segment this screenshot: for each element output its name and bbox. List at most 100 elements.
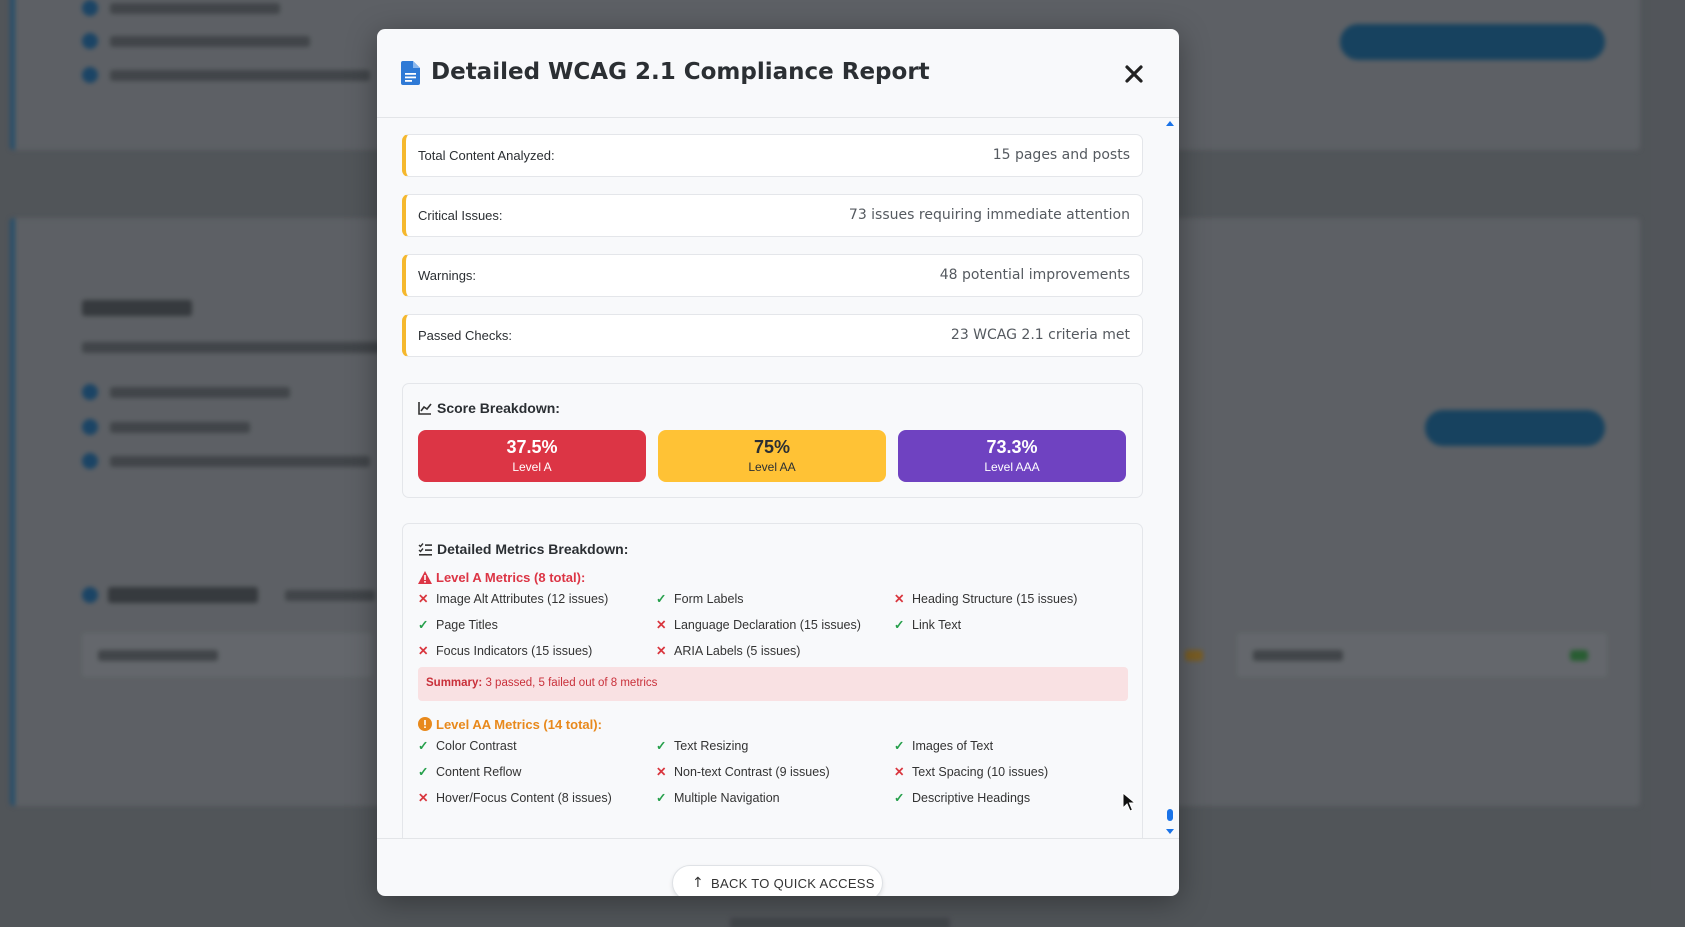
stat-passed-checks: Passed Checks: 23 WCAG 2.1 criteria met: [402, 314, 1143, 357]
metric-item: ✓ Multiple Navigation: [656, 790, 780, 805]
bg-line: [98, 650, 218, 661]
stat-label: Critical Issues:: [418, 208, 503, 223]
bg-line: [1185, 650, 1203, 661]
metrics-breakdown-panel: Detailed Metrics Breakdown: Level A Metr…: [402, 523, 1143, 838]
bg-line: [1570, 650, 1588, 661]
check-icon: ✓: [656, 592, 667, 606]
warning-triangle-icon: [418, 571, 432, 584]
metric-label: Language Declaration (15 issues): [674, 618, 861, 632]
score-label: Level AAA: [984, 460, 1040, 474]
bg-title: [108, 587, 258, 603]
metric-item: ✕ Language Declaration (15 issues): [656, 617, 861, 632]
check-icon: ✓: [656, 739, 667, 753]
level-a-heading: Level A Metrics (8 total):: [436, 570, 586, 585]
bg-line: [110, 70, 370, 81]
metric-item: ✕ Text Spacing (10 issues): [894, 764, 1048, 779]
score-value: 37.5%: [506, 437, 558, 457]
fail-icon: ✕: [656, 618, 667, 632]
bg-line: [110, 36, 310, 47]
document-icon: [401, 61, 420, 85]
score-level-aa: 75% Level AA: [658, 430, 886, 482]
score-label: Level A: [512, 460, 552, 474]
bg-line: [82, 342, 382, 353]
bg-line: [110, 387, 290, 398]
bg-button: [1425, 410, 1605, 446]
bg-line: [110, 422, 250, 433]
metric-label: Page Titles: [436, 618, 498, 632]
bg-dot: [82, 453, 98, 469]
bg-dot: [82, 33, 98, 49]
score-label: Level AA: [748, 460, 796, 474]
bg-dot: [82, 419, 98, 435]
scrollbar-thumb[interactable]: [1167, 809, 1173, 821]
fail-icon: ✕: [656, 644, 667, 658]
check-icon: ✓: [656, 791, 667, 805]
arrow-up-icon: ↑: [692, 875, 704, 891]
metric-label: Focus Indicators (15 issues): [436, 644, 593, 658]
summary-label: Summary:: [426, 677, 483, 689]
fail-icon: ✕: [894, 592, 905, 606]
check-icon: ✓: [418, 618, 429, 632]
stat-label: Warnings:: [418, 268, 477, 283]
bg-dot: [82, 384, 98, 400]
score-breakdown-panel: Score Breakdown: 37.5% Level A 75% Level…: [402, 383, 1143, 498]
metric-item: ✓ Page Titles: [418, 617, 498, 632]
metric-label: Images of Text: [912, 739, 994, 753]
metric-label: Hover/Focus Content (8 issues): [436, 791, 612, 805]
bg-line: [285, 590, 375, 601]
compliance-report-modal: Detailed WCAG 2.1 Compliance Report Tota…: [377, 29, 1179, 896]
back-to-quick-access-button[interactable]: ↑ BACK TO QUICK ACCESS: [672, 865, 883, 896]
metric-label: Color Contrast: [436, 739, 517, 753]
level-a-summary: Summary: 3 passed, 5 failed out of 8 met…: [418, 667, 1128, 701]
check-icon: ✓: [894, 739, 905, 753]
fail-icon: ✕: [656, 765, 667, 779]
score-level-aaa: 73.3% Level AAA: [898, 430, 1126, 482]
score-level-a: 37.5% Level A: [418, 430, 646, 482]
bg-button: [1340, 24, 1605, 60]
bg-line: [1253, 650, 1343, 661]
metric-label: Multiple Navigation: [674, 791, 780, 805]
metric-label: Link Text: [912, 618, 962, 632]
stat-warnings: Warnings: 48 potential improvements: [402, 254, 1143, 297]
metric-item: ✕ Heading Structure (15 issues): [894, 591, 1077, 606]
modal-scrollbar[interactable]: [1164, 119, 1176, 838]
stat-value: 15 pages and posts: [992, 147, 1130, 163]
metric-item: ✓ Images of Text: [894, 738, 993, 753]
bg-dot: [82, 0, 98, 16]
scroll-down-arrow-icon[interactable]: [1166, 829, 1174, 834]
stat-value: 73 issues requiring immediate attention: [848, 207, 1130, 223]
metric-label: Content Reflow: [436, 765, 522, 779]
stat-total-content: Total Content Analyzed: 15 pages and pos…: [402, 134, 1143, 177]
summary-value: 3 passed, 5 failed out of 8 metrics: [485, 677, 658, 689]
check-icon: ✓: [894, 618, 905, 632]
list-check-icon: [418, 543, 432, 556]
metric-item: ✓ Color Contrast: [418, 738, 517, 753]
chart-line-icon: [418, 402, 432, 415]
check-icon: ✓: [418, 739, 429, 753]
fail-icon: ✕: [418, 592, 429, 606]
score-breakdown-title: Score Breakdown:: [437, 400, 560, 416]
metric-item: ✓ Text Resizing: [656, 738, 748, 753]
summary-text: Summary: 3 passed, 5 failed out of 8 met…: [426, 677, 657, 689]
stat-value: 23 WCAG 2.1 criteria met: [950, 327, 1130, 343]
back-button-label: BACK TO QUICK ACCESS: [711, 876, 875, 891]
modal-footer: ↑ BACK TO QUICK ACCESS: [377, 838, 1179, 896]
scroll-up-arrow-icon[interactable]: [1166, 121, 1174, 126]
metric-label: Heading Structure (15 issues): [912, 592, 1078, 606]
metric-item: ✕ Hover/Focus Content (8 issues): [418, 790, 612, 805]
check-icon: ✓: [418, 765, 429, 779]
metrics-breakdown-title: Detailed Metrics Breakdown:: [437, 541, 629, 557]
close-icon[interactable]: [1119, 59, 1149, 89]
modal-header: Detailed WCAG 2.1 Compliance Report: [377, 29, 1179, 118]
bg-line: [730, 918, 950, 927]
metric-label: Descriptive Headings: [912, 791, 1031, 805]
bg-dot: [82, 587, 98, 603]
metric-item: ✓ Link Text: [894, 617, 961, 632]
metric-label: Image Alt Attributes (12 issues): [436, 592, 609, 606]
modal-title: Detailed WCAG 2.1 Compliance Report: [431, 59, 930, 85]
fail-icon: ✕: [894, 765, 905, 779]
stat-label: Passed Checks:: [418, 328, 512, 343]
metric-label: ARIA Labels (5 issues): [674, 644, 801, 658]
modal-body[interactable]: Total Content Analyzed: 15 pages and pos…: [377, 119, 1179, 838]
metric-item: ✓ Form Labels: [656, 591, 743, 606]
